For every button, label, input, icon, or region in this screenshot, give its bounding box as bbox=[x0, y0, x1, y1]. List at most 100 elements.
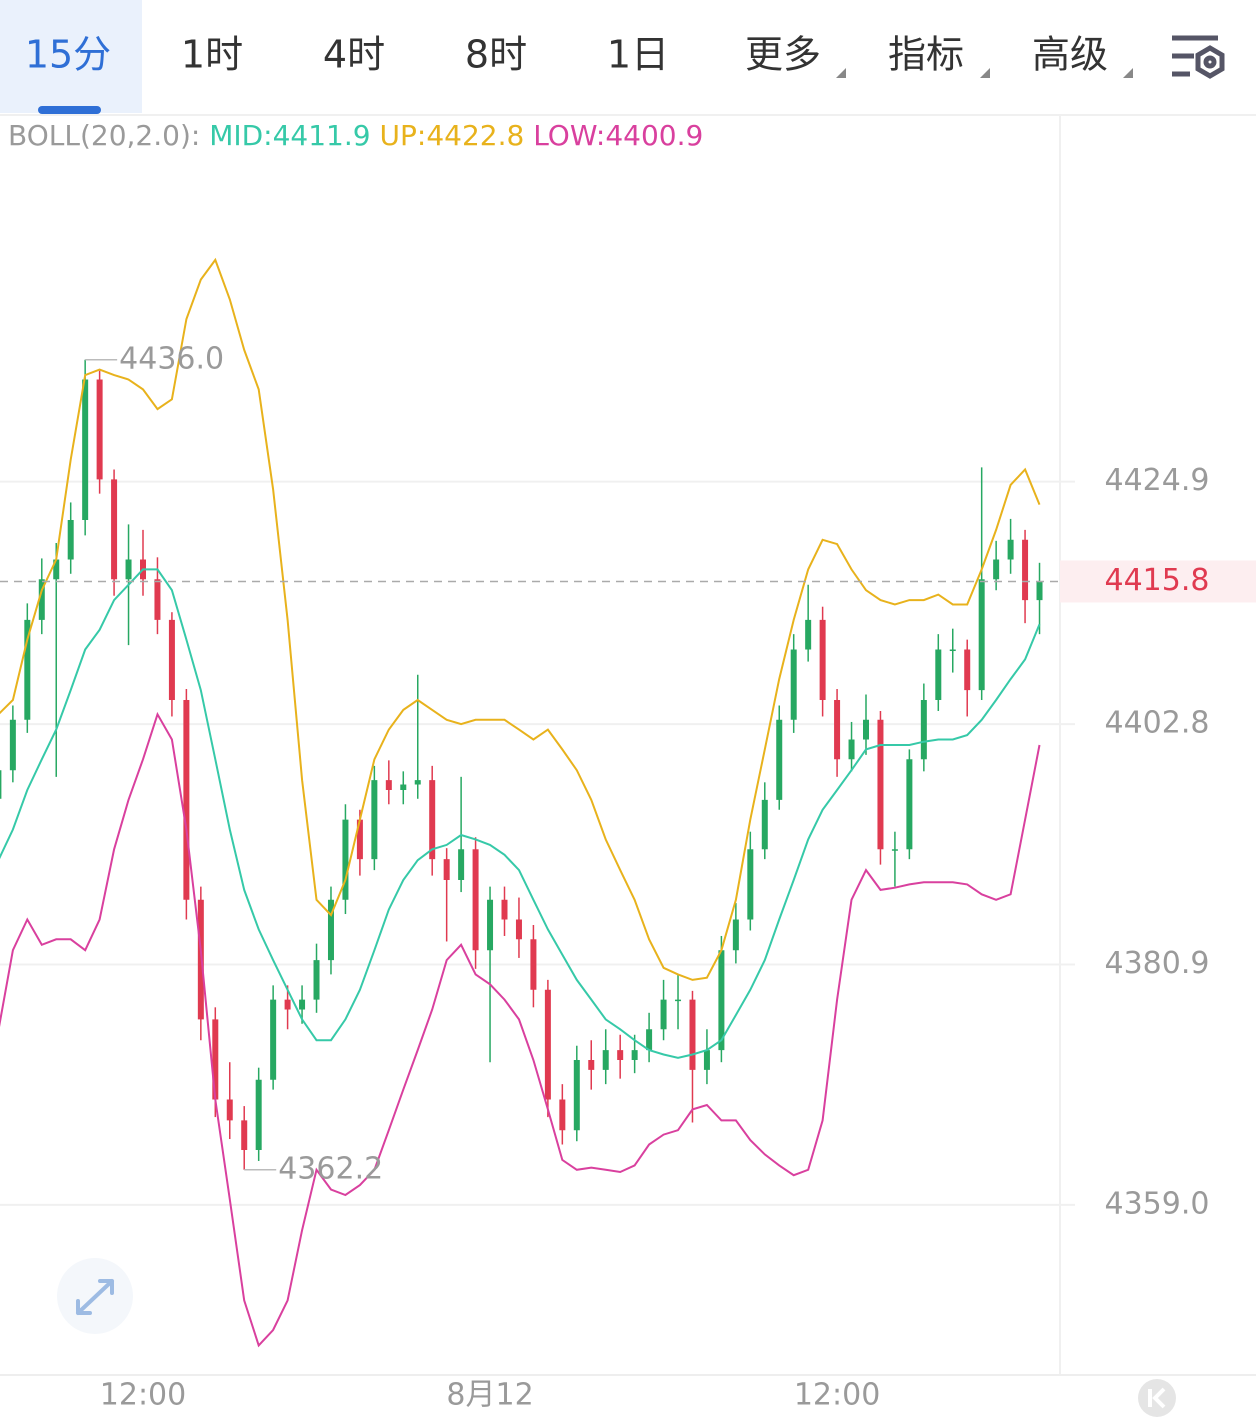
candle-body bbox=[790, 649, 797, 720]
grid bbox=[0, 480, 1075, 1206]
candle-body bbox=[660, 999, 667, 1030]
candle-body bbox=[1022, 539, 1029, 601]
candle-body bbox=[530, 939, 537, 990]
dropdown-arrow bbox=[836, 68, 846, 78]
candle-body bbox=[226, 1099, 233, 1121]
candle-body bbox=[631, 1050, 638, 1060]
candle-body bbox=[848, 739, 855, 760]
candle-body bbox=[342, 819, 349, 900]
tab[interactable]: 更多 bbox=[745, 33, 821, 77]
legend-mid: MID:4411.9 bbox=[209, 119, 370, 152]
x-tick-label: 12:00 bbox=[100, 1378, 186, 1413]
active-tab-underline bbox=[38, 106, 101, 114]
candle-body bbox=[675, 999, 682, 1002]
candle-body bbox=[993, 559, 1000, 580]
candle-body bbox=[949, 649, 956, 652]
candle-body bbox=[168, 619, 175, 700]
candle-body bbox=[515, 919, 522, 940]
candle-body bbox=[385, 780, 392, 790]
candle-body bbox=[255, 1079, 262, 1150]
candle-body bbox=[689, 999, 696, 1070]
candle-body bbox=[501, 899, 508, 920]
scroll-latest-button[interactable] bbox=[1138, 1379, 1176, 1417]
candle-body bbox=[559, 1099, 566, 1131]
boll-band bbox=[0, 257, 1041, 981]
candle-body bbox=[544, 989, 551, 1100]
candle-body bbox=[38, 579, 45, 620]
candle-body bbox=[53, 559, 60, 580]
candle-body bbox=[718, 950, 725, 1051]
candle-body bbox=[9, 719, 16, 771]
expand-button[interactable] bbox=[57, 1258, 133, 1334]
candle-body bbox=[443, 859, 450, 880]
candle-body bbox=[371, 780, 378, 860]
tab[interactable]: 15分 bbox=[25, 33, 111, 77]
y-tick-label: 4402.8 bbox=[1105, 706, 1210, 741]
candle-body bbox=[906, 759, 913, 850]
candle-body bbox=[747, 849, 754, 920]
candle-body bbox=[776, 719, 783, 800]
candle-body bbox=[602, 1050, 609, 1070]
candle-body bbox=[935, 649, 942, 700]
candle-body bbox=[1036, 581, 1043, 601]
settings-icon[interactable] bbox=[1172, 35, 1225, 79]
overlay: 4424.9 4402.8 4380.9 4359.0 12:00 8月12 12:00 44… bbox=[0, 341, 1256, 1413]
candle-body bbox=[834, 700, 841, 760]
candle-body bbox=[891, 849, 898, 851]
candle-body bbox=[241, 1120, 248, 1150]
tab[interactable]: 1时 bbox=[181, 33, 243, 77]
y-tick-label: 4424.9 bbox=[1105, 463, 1210, 498]
candle-body bbox=[458, 849, 465, 880]
candle-body bbox=[472, 849, 479, 951]
x-tick-label: 8月12 bbox=[446, 1378, 533, 1413]
candle-body bbox=[761, 799, 768, 850]
candle-body bbox=[732, 919, 739, 951]
candle-body bbox=[125, 559, 132, 580]
active-tab-bg bbox=[0, 0, 142, 113]
candle-body bbox=[327, 899, 334, 961]
candle-body bbox=[414, 780, 421, 785]
candle-body bbox=[0, 770, 2, 799]
tab[interactable]: 8时 bbox=[465, 33, 527, 77]
candle-body bbox=[313, 960, 320, 1000]
candle-body bbox=[111, 479, 118, 580]
candle-body bbox=[588, 1060, 595, 1070]
candle-body bbox=[183, 700, 190, 900]
candle-body bbox=[646, 1029, 653, 1051]
dropdown-arrow bbox=[1123, 68, 1133, 78]
candle-body bbox=[964, 649, 971, 691]
boll-band bbox=[0, 711, 1041, 1348]
candle-body bbox=[299, 999, 306, 1010]
candle-body bbox=[805, 619, 812, 650]
candle-body bbox=[400, 784, 407, 790]
y-tick-label: 4380.9 bbox=[1105, 946, 1210, 981]
y-tick-label: 4359.0 bbox=[1105, 1186, 1210, 1221]
tab[interactable]: 指标 bbox=[888, 33, 964, 77]
candle-body bbox=[212, 1019, 219, 1100]
last-price-badge bbox=[1060, 560, 1256, 603]
dropdown-arrow bbox=[980, 68, 990, 78]
candle-body bbox=[573, 1060, 580, 1131]
candle-body bbox=[24, 619, 31, 720]
plot-area bbox=[0, 257, 1043, 1348]
candle-body bbox=[487, 899, 494, 951]
candle-body bbox=[1007, 539, 1014, 560]
candle-body bbox=[617, 1050, 624, 1060]
indicator-legend: BOLL(20,2.0): MID:4411.9 UP:4422.8 LOW:4… bbox=[8, 119, 703, 152]
legend-low: LOW:4400.9 bbox=[533, 119, 703, 152]
candle-body bbox=[863, 719, 869, 740]
tab[interactable]: 高级 bbox=[1032, 33, 1108, 77]
candle-body bbox=[270, 999, 277, 1080]
candle-body bbox=[356, 819, 363, 860]
extreme-annotation: 4362.2 bbox=[278, 1151, 383, 1186]
candle-body bbox=[978, 579, 985, 691]
tab[interactable]: 4时 bbox=[323, 33, 385, 77]
candle-body bbox=[703, 1050, 710, 1070]
tab[interactable]: 1日 bbox=[607, 33, 669, 77]
candle-body bbox=[920, 700, 927, 760]
indicator-name: BOLL(20,2.0): bbox=[8, 119, 200, 152]
candle-body bbox=[819, 619, 826, 700]
candle-body bbox=[67, 520, 74, 560]
legend-up: UP:4422.8 bbox=[380, 119, 525, 152]
